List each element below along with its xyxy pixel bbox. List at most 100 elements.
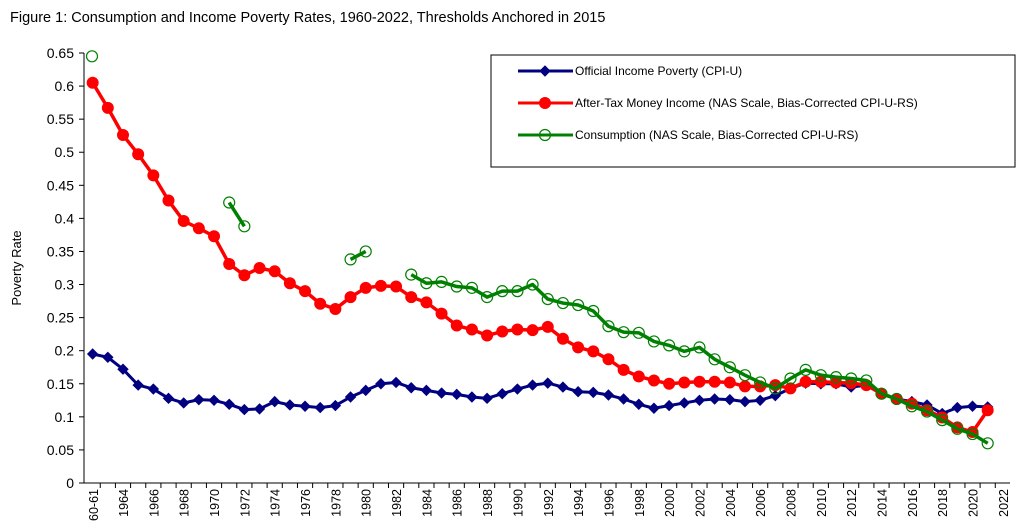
data-point-after-tax xyxy=(101,101,114,114)
data-point-official xyxy=(329,399,342,412)
y-tick-label: 0.15 xyxy=(47,376,74,392)
data-point-after-tax xyxy=(556,332,569,345)
x-tick-label: 1984 xyxy=(420,489,434,517)
y-tick-label: 0 xyxy=(66,475,74,491)
data-point-after-tax xyxy=(814,375,827,388)
data-point-after-tax xyxy=(678,376,691,389)
x-tick-label: 2022 xyxy=(997,489,1011,517)
data-point-official xyxy=(375,378,387,390)
legend-box xyxy=(490,54,1016,168)
data-point-consumption xyxy=(799,363,812,376)
data-point-official xyxy=(693,394,706,407)
data-point-official xyxy=(557,381,569,393)
y-tick-label: 0.4 xyxy=(55,210,75,226)
data-point-after-tax xyxy=(693,375,706,388)
data-point-consumption xyxy=(875,387,888,400)
data-point-after-tax xyxy=(632,370,645,383)
data-point-consumption xyxy=(511,285,524,298)
x-tick-label: 1988 xyxy=(481,489,495,517)
x-tick-label: 1974 xyxy=(269,489,283,517)
data-point-after-tax xyxy=(481,329,494,342)
x-tick-label: 2014 xyxy=(876,489,890,517)
data-point-official xyxy=(223,398,235,410)
series-line xyxy=(227,201,246,228)
data-point-after-tax xyxy=(738,380,751,393)
data-point-consumption xyxy=(465,281,479,294)
data-point-after-tax xyxy=(435,307,448,320)
data-point-official xyxy=(253,403,266,415)
data-point-after-tax xyxy=(981,404,994,417)
data-point-after-tax xyxy=(117,129,129,142)
series-group xyxy=(85,50,994,450)
data-point-official xyxy=(268,395,281,408)
data-point-official xyxy=(344,391,357,403)
data-point-consumption xyxy=(571,298,585,312)
legend: Official Income Poverty (CPI-U) After-Tax… xyxy=(490,54,1016,168)
data-point-official xyxy=(496,387,508,400)
data-point-consumption xyxy=(966,427,979,441)
data-point-after-tax xyxy=(647,374,660,387)
data-point-after-tax xyxy=(450,319,463,332)
data-point-consumption xyxy=(405,268,418,281)
data-point-after-tax xyxy=(708,375,721,388)
x-tick-label: 1976 xyxy=(299,489,313,517)
data-point-official xyxy=(511,383,524,395)
x-tick-label: 1964 xyxy=(117,489,131,517)
x-tick-label: 2002 xyxy=(693,489,707,517)
x-tick-label: 1982 xyxy=(390,489,404,517)
data-point-after-tax xyxy=(465,323,478,336)
y-tick-label: 0.35 xyxy=(47,243,74,259)
data-point-consumption xyxy=(708,353,721,366)
data-point-consumption xyxy=(556,296,570,310)
data-point-official xyxy=(360,384,372,397)
data-point-consumption xyxy=(829,371,843,384)
x-tick-label: 2006 xyxy=(754,489,768,517)
data-point-after-tax xyxy=(299,285,312,298)
data-point-official xyxy=(117,363,129,375)
data-point-consumption xyxy=(860,374,873,387)
y-tick-label: 0.3 xyxy=(55,277,75,293)
data-point-official xyxy=(526,379,539,391)
data-point-official xyxy=(663,399,675,412)
data-point-after-tax xyxy=(420,296,433,309)
data-point-official xyxy=(238,403,251,416)
x-tick-label: 1978 xyxy=(329,489,343,517)
x-tick-label: 2010 xyxy=(815,489,829,517)
series-consumption xyxy=(85,50,994,450)
data-point-after-tax xyxy=(587,345,600,358)
data-point-consumption xyxy=(496,285,509,298)
x-tick-label: 2016 xyxy=(906,489,920,517)
data-point-after-tax xyxy=(359,281,372,294)
data-point-after-tax xyxy=(344,291,357,304)
y-tick-label: 0.65 xyxy=(47,45,74,61)
data-point-consumption xyxy=(223,196,236,209)
legend-label: Official Income Poverty (CPI-U) xyxy=(575,64,742,78)
y-tick-label: 0.5 xyxy=(55,144,75,160)
data-point-official xyxy=(193,393,205,406)
data-point-consumption xyxy=(85,50,99,63)
data-point-consumption xyxy=(344,253,357,266)
data-point-consumption xyxy=(420,277,433,290)
x-tick-label: 60-61 xyxy=(87,489,101,521)
x-tick-label: 1980 xyxy=(360,489,374,517)
legend-entry-official: Official Income Poverty (CPI-U) xyxy=(518,64,742,78)
data-point-consumption xyxy=(602,320,615,333)
data-point-official xyxy=(466,391,478,403)
data-point-official xyxy=(435,387,448,399)
data-point-consumption xyxy=(678,345,691,358)
data-point-official xyxy=(208,394,220,407)
data-point-official xyxy=(177,397,190,409)
data-point-after-tax xyxy=(192,222,205,235)
data-point-official xyxy=(724,393,736,406)
x-tick-label: 1994 xyxy=(572,489,586,517)
data-point-after-tax xyxy=(663,377,676,390)
data-point-after-tax xyxy=(511,323,524,336)
x-tick-label: 1966 xyxy=(147,489,161,517)
data-point-after-tax xyxy=(374,279,387,292)
data-point-official xyxy=(481,392,493,405)
y-tick-label: 0.2 xyxy=(55,343,75,359)
data-point-official xyxy=(587,386,599,399)
data-point-consumption xyxy=(238,220,251,233)
data-point-after-tax xyxy=(314,297,327,310)
